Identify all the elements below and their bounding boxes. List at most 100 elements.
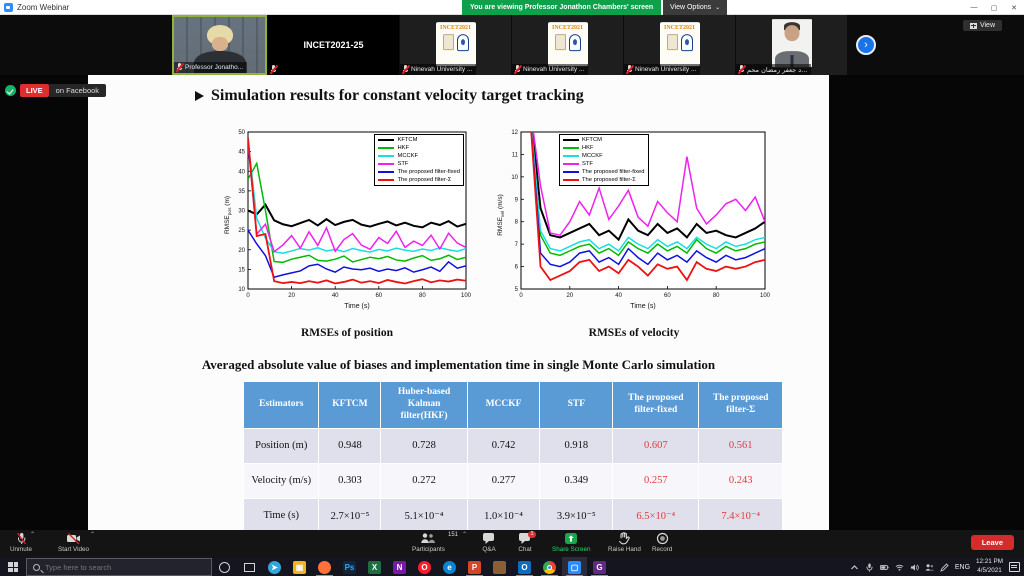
audio-options-caret[interactable]: ⌃ xyxy=(30,532,36,538)
legend-label: KFTCM xyxy=(582,137,602,143)
legend-label: STF xyxy=(397,161,409,167)
microphone-tray-icon[interactable] xyxy=(865,562,874,572)
teams-tray-icon[interactable] xyxy=(925,563,934,572)
taskbar-app-firefox[interactable] xyxy=(312,557,337,576)
leave-button[interactable]: Leave xyxy=(970,535,1014,550)
action-center-icon[interactable] xyxy=(1009,562,1020,572)
value-cell: 1.0×10⁻⁴ xyxy=(466,497,541,534)
wifi-tray-icon[interactable] xyxy=(895,563,904,572)
onenote-icon: N xyxy=(393,560,406,574)
participant-name: Ninevah University ... xyxy=(523,66,585,73)
svg-text:45: 45 xyxy=(238,150,245,156)
participant-name: Ninevah University ... xyxy=(635,66,697,73)
taskbar-app-excel[interactable]: X xyxy=(362,557,387,576)
task-view-button[interactable] xyxy=(237,557,262,576)
taskbar-app-zoom[interactable]: ▢ xyxy=(562,557,587,576)
video-tile-ninevah-1[interactable]: INCET2021 Ninevah University ... xyxy=(400,15,511,75)
view-options-button[interactable]: View Options ⌄ xyxy=(663,0,728,15)
participant-name: Ninevah University ... xyxy=(411,66,473,73)
view-layout-button[interactable]: View xyxy=(962,20,1002,31)
svg-text:8: 8 xyxy=(515,220,519,226)
series-hkf xyxy=(531,132,765,257)
shared-screen-area: LIVE on Facebook Simulation results for … xyxy=(0,75,1024,534)
taskbar-app-photoshop[interactable]: Ps xyxy=(337,557,362,576)
video-tile-ninevah-3[interactable]: INCET2021 Ninevah University ... xyxy=(624,15,735,75)
battery-tray-icon[interactable] xyxy=(879,563,889,572)
maximize-button[interactable]: ▢ xyxy=(990,4,998,12)
legend-label: The proposed filter-Σ xyxy=(582,177,636,183)
video-options-caret[interactable]: ⌃ xyxy=(90,532,96,538)
unmute-button[interactable]: Unmute xyxy=(10,532,32,553)
value-cell: 6.5×10⁻⁴ xyxy=(612,497,700,534)
taskbar-app-chrome[interactable] xyxy=(537,557,562,576)
minimize-button[interactable]: — xyxy=(970,4,978,11)
video-tile-ninevah-2[interactable]: INCET2021 Ninevah University ... xyxy=(512,15,623,75)
svg-text:9: 9 xyxy=(515,197,519,203)
cortana-button[interactable] xyxy=(212,557,237,576)
muted-mic-icon xyxy=(175,62,184,73)
hidden-icons-caret[interactable] xyxy=(850,563,859,572)
shield-check-icon xyxy=(5,85,16,96)
pen-tray-icon[interactable] xyxy=(940,562,949,572)
table-column-header: STF xyxy=(539,381,614,429)
start-button[interactable] xyxy=(0,557,26,576)
zoom-toolbar: Unmute ⌃ Start Video ⌃ Participants 151 … xyxy=(0,530,1024,557)
taskbar-app-briefcase-app[interactable] xyxy=(487,557,512,576)
legend-swatch xyxy=(378,155,395,157)
y-axis-label: RMSEvel (m/s) xyxy=(497,194,506,236)
row-label-cell: Position (m) xyxy=(242,427,320,464)
start-video-button[interactable]: Start Video xyxy=(58,532,89,553)
search-icon xyxy=(33,563,40,571)
live-badge: LIVE xyxy=(20,84,49,97)
taskbar-app-gom[interactable]: G xyxy=(587,557,612,576)
rmse-velocity-chart: 0 20 40 60 80 100 5 6 7 8 9 10 11 12 Time (s) RMSEvel (… xyxy=(494,127,772,315)
share-screen-button[interactable]: Share Screen xyxy=(552,532,591,553)
participants-caret[interactable]: ⌃ xyxy=(462,532,468,538)
incet2021-logo: INCET2021 xyxy=(547,22,588,67)
svg-text:60: 60 xyxy=(375,293,382,299)
search-input[interactable] xyxy=(45,562,205,572)
taskbar-app-file-explorer[interactable]: ▣ xyxy=(287,557,312,576)
value-cell: 0.742 xyxy=(466,427,541,464)
language-indicator[interactable]: ENG xyxy=(954,563,971,571)
taskbar-app-onenote[interactable]: N xyxy=(387,557,412,576)
window-title: Zoom Webinar xyxy=(17,2,70,12)
row-label-cell: Time (s) xyxy=(242,497,320,534)
taskbar-search[interactable] xyxy=(26,558,212,576)
value-cell: 0.728 xyxy=(380,427,468,464)
video-tile-jaafar[interactable]: د جعفر رمضان محم... xyxy=(736,15,847,75)
volume-tray-icon[interactable] xyxy=(910,563,919,572)
svg-text:100: 100 xyxy=(461,293,472,299)
taskbar-app-powerpoint[interactable]: P xyxy=(462,557,487,576)
taskbar-app-outlook[interactable]: O xyxy=(512,557,537,576)
legend-swatch xyxy=(378,171,395,173)
series-the-proposed-filter- xyxy=(530,132,765,282)
video-tile-professor[interactable]: Professor Jonatho... xyxy=(172,15,267,75)
y-axis-label: RMSEpos (m) xyxy=(224,196,233,234)
series-stf xyxy=(248,143,466,253)
close-button[interactable]: ✕ xyxy=(1011,4,1017,12)
chat-button[interactable]: Chat xyxy=(518,532,532,553)
taskbar-clock[interactable]: 12:21 PM 4/5/2021 xyxy=(976,558,1003,574)
legend-label: The proposed filter-Σ xyxy=(397,177,452,183)
legend-swatch xyxy=(563,163,579,165)
value-cell: 3.9×10⁻⁵ xyxy=(539,497,614,534)
video-tile-incet[interactable]: INCET2021-25 xyxy=(268,15,399,75)
record-button[interactable]: Record xyxy=(652,532,672,553)
taskbar-app-opera[interactable]: O xyxy=(412,557,437,576)
taskbar-app-telegram[interactable]: ➤ xyxy=(262,557,287,576)
next-participants-button[interactable]: › xyxy=(856,35,876,55)
raise-hand-button[interactable]: Raise Hand xyxy=(608,532,641,553)
qa-button[interactable]: Q&A xyxy=(482,532,496,553)
legend-label: KFTCM xyxy=(397,137,418,143)
incet2021-logo: INCET2021 xyxy=(659,22,700,67)
participants-button[interactable]: Participants xyxy=(412,532,445,553)
chrome-icon xyxy=(543,560,556,574)
chat-icon xyxy=(519,533,530,544)
legend-swatch xyxy=(378,147,395,149)
svg-text:30: 30 xyxy=(238,209,245,215)
series-the-proposed-filter- xyxy=(248,137,466,285)
series-hkf xyxy=(248,161,466,264)
taskbar-app-edge[interactable]: e xyxy=(437,557,462,576)
